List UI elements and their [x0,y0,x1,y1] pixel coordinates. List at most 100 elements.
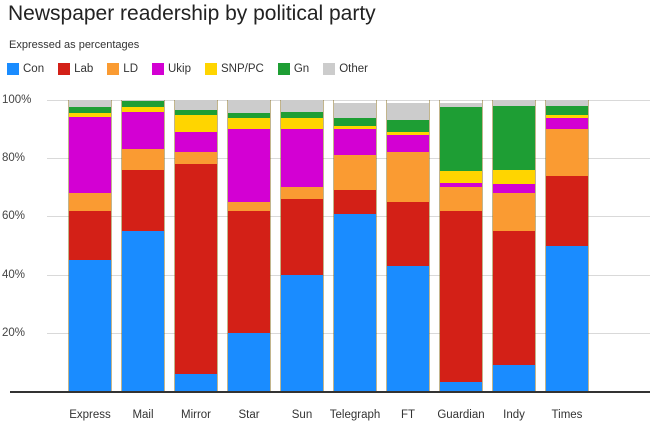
x-axis-label-ft: FT [400,409,416,421]
bar-indy[interactable] [492,100,536,391]
bar-segment-ld[interactable] [122,149,164,170]
gridline [47,100,650,101]
bar-segment-ukip[interactable] [281,129,323,188]
bar-segment-ld[interactable] [387,152,429,202]
bar-segment-con[interactable] [69,260,111,391]
bar-segment-other[interactable] [281,100,323,112]
bar-segment-snp-pc[interactable] [546,114,588,118]
plot-area: 20% 40% 60% 80% 100% [0,86,650,406]
y-axis-tick-label: 40% [2,268,26,281]
bar-segment-snp-pc[interactable] [334,126,376,130]
bar-segment-lab[interactable] [281,198,323,275]
bar-segment-gn[interactable] [334,117,376,127]
bar-segment-con[interactable] [334,213,376,391]
bar-segment-lab[interactable] [387,201,429,266]
bar-segment-gn[interactable] [440,107,482,172]
legend-item-con[interactable]: Con [7,63,44,75]
bar-times[interactable] [545,100,589,391]
bar-telegraph[interactable] [333,100,377,391]
bar-segment-gn[interactable] [175,110,217,115]
bar-segment-other[interactable] [69,100,111,108]
bar-sun[interactable] [280,100,324,391]
bar-segment-gn[interactable] [493,105,535,170]
x-axis-label-telegraph: Telegraph [329,409,381,421]
bar-segment-con[interactable] [440,382,482,391]
bar-segment-snp-pc[interactable] [122,107,164,112]
bar-segment-ukip[interactable] [546,117,588,130]
bar-segment-con[interactable] [493,364,535,391]
bar-segment-ld[interactable] [228,201,270,211]
bar-segment-other[interactable] [228,100,270,114]
bar-segment-ukip[interactable] [122,111,164,150]
chart-subtitle: Expressed as percentages [9,39,140,51]
legend-item-ld[interactable]: LD [107,63,138,75]
bar-segment-ld[interactable] [493,193,535,231]
bar-segment-ukip[interactable] [175,132,217,153]
bar-segment-ld[interactable] [334,155,376,191]
bar-express[interactable] [68,100,112,391]
bar-segment-gn[interactable] [122,101,164,108]
bar-segment-gn[interactable] [387,120,429,133]
bar-segment-lab[interactable] [334,190,376,214]
bar-segment-con[interactable] [175,373,217,391]
bar-segment-other[interactable] [440,102,482,108]
bar-segment-con[interactable] [122,230,164,391]
bar-segment-ukip[interactable] [493,184,535,194]
x-axis-labels: Express Mail Mirror Star Sun Telegraph FT Guard… [0,407,650,429]
bar-segment-other[interactable] [334,102,376,118]
bar-mail[interactable] [121,100,165,391]
legend-item-lab[interactable]: Lab [58,63,93,75]
bar-segment-lab[interactable] [228,210,270,333]
bar-segment-ld[interactable] [175,152,217,165]
bar-segment-other[interactable] [387,102,429,121]
legend-item-label: Gn [293,63,310,75]
bar-segment-snp-pc[interactable] [440,171,482,183]
bar-segment-ukip[interactable] [440,182,482,188]
bar-segment-lab[interactable] [440,210,482,383]
bar-segment-con[interactable] [546,245,588,391]
x-axis-label-mirror: Mirror [180,409,212,421]
bar-segment-lab[interactable] [69,210,111,261]
bar-segment-ukip[interactable] [334,129,376,156]
bar-segment-lab[interactable] [122,169,164,231]
bar-segment-ld[interactable] [546,129,588,176]
x-axis-label-mail: Mail [132,409,154,421]
bar-segment-snp-pc[interactable] [228,117,270,130]
bar-segment-lab[interactable] [175,164,217,374]
bar-segment-snp-pc[interactable] [175,114,217,133]
legend-item-ukip[interactable]: Ukip [152,63,191,75]
bar-star[interactable] [227,100,271,391]
bar-segment-lab[interactable] [493,230,535,365]
legend-item-snp-pc[interactable]: SNP/PC [205,63,264,75]
bar-segment-con[interactable] [281,274,323,391]
bar-segment-other[interactable] [175,100,217,111]
bar-guardian[interactable] [439,100,483,391]
bar-segment-other[interactable] [546,100,588,106]
bar-segment-gn[interactable] [69,107,111,114]
bar-segment-con[interactable] [228,332,270,391]
bar-segment-con[interactable] [387,265,429,391]
bar-segment-other[interactable] [493,100,535,106]
bar-ft[interactable] [386,100,430,391]
bar-segment-other[interactable] [122,100,164,102]
bar-segment-gn[interactable] [228,113,270,118]
legend-swatch-icon [107,63,120,75]
bar-segment-snp-pc[interactable] [281,117,323,130]
bar-segment-ld[interactable] [281,187,323,199]
legend-item-other[interactable]: Other [323,63,368,75]
bar-segment-ukip[interactable] [69,117,111,194]
bar-segment-snp-pc[interactable] [69,113,111,118]
bar-segment-snp-pc[interactable] [493,169,535,185]
bar-segment-ld[interactable] [440,187,482,211]
bar-segment-lab[interactable] [546,175,588,246]
bar-segment-snp-pc[interactable] [387,132,429,135]
bar-mirror[interactable] [174,100,218,391]
bar-segment-gn[interactable] [281,111,323,118]
bar-segment-ld[interactable] [69,193,111,211]
legend-item-gn[interactable]: Gn [277,63,310,75]
bar-segment-ukip[interactable] [387,134,429,153]
bar-segment-ukip[interactable] [228,129,270,202]
y-axis-tick-label: 20% [2,326,26,339]
bar-segment-gn[interactable] [546,105,588,115]
